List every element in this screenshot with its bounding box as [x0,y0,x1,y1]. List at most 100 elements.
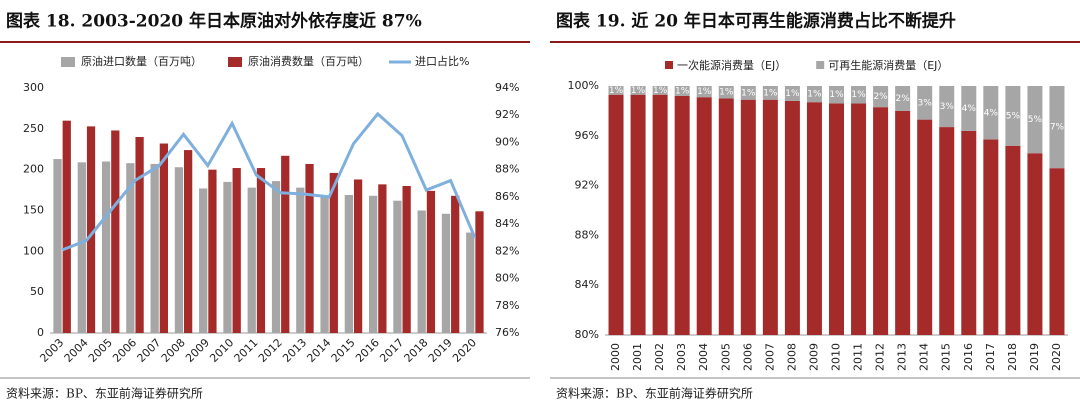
x-tick-label: 2011 [852,343,865,371]
bar [320,195,329,333]
bar [806,102,822,335]
x-tick-label: 2003 [675,343,688,371]
bar [417,210,426,333]
bar-value-label: 3% [940,102,955,112]
x-tick-label: 2001 [631,343,644,371]
bar [1049,86,1065,169]
x-tick-label: 2010 [207,336,236,365]
bar [296,187,305,333]
bar [873,107,889,335]
y-tick-label: 300 [23,81,44,94]
y2-tick-label: 84% [495,217,519,230]
x-tick-label: 2020 [1050,343,1063,371]
bar [784,100,800,335]
y-tick-label: 0 [37,326,44,339]
y2-tick-label: 80% [495,272,519,285]
x-tick-label: 2004 [697,343,710,371]
bar [718,98,734,335]
y2-tick-label: 78% [495,299,519,312]
bar-value-label: 1% [807,90,822,100]
bar [281,155,290,333]
x-tick-label: 2011 [232,336,261,365]
x-tick-label: 2005 [86,336,115,365]
chart-title: 图表 19. 近 20 年日本可再生能源消费占比不断提升 [556,11,956,32]
x-tick-label: 2016 [962,343,975,371]
bar [232,168,241,333]
y2-tick-label: 88% [495,163,519,176]
bar [917,119,933,336]
y2-tick-label: 82% [495,244,519,257]
y-tick-label: 150 [23,204,44,217]
legend-label: 进口占比% [415,54,469,68]
bar [184,150,193,333]
bar-value-label: 1% [719,88,734,98]
bar-value-label: 7% [1050,123,1065,133]
bar [77,162,86,333]
x-tick-label: 2012 [256,336,285,365]
x-tick-label: 2014 [304,336,333,365]
bar [762,99,778,335]
bar-value-label: 1% [741,88,756,98]
bar [652,94,668,335]
x-tick-label: 2019 [426,336,455,365]
bar [1027,153,1043,335]
bar-value-label: 2% [873,92,888,102]
line [61,111,477,252]
bar [475,211,484,333]
x-tick-label: 2017 [984,343,997,371]
bar [393,200,402,333]
x-tick-label: 2008 [159,336,188,365]
x-tick-label: 2010 [830,343,843,371]
bar-value-label: 2% [896,94,911,104]
x-tick-label: 2019 [1028,343,1041,371]
bar [630,86,646,95]
bar [353,179,363,333]
x-tick-label: 2018 [402,336,431,365]
legend-swatch [228,57,242,67]
bar [895,110,911,336]
bar [1005,86,1021,146]
y2-tick-label: 92% [495,108,519,121]
x-tick-label: 2009 [807,343,820,371]
bar [696,86,712,98]
bar [917,86,933,120]
x-tick-label: 2013 [280,336,309,365]
bar [305,163,314,333]
y-tick-label: 96% [575,129,599,142]
x-tick-label: 2007 [763,343,776,371]
x-tick-label: 2007 [135,336,164,365]
bar [1005,145,1021,335]
bar [983,86,999,140]
x-tick-label: 2015 [940,343,953,371]
bar-value-label: 5% [1028,115,1043,125]
bar [174,167,184,333]
bar [762,86,778,100]
bar-value-label: 1% [609,86,624,96]
y-tick-label: 80% [575,328,599,341]
legend-swatch [665,61,673,69]
bar-value-label: 1% [631,86,646,96]
bar [101,161,111,333]
bar [961,86,977,131]
bar-value-label: 5% [1006,111,1021,121]
bar [451,195,460,333]
bar [62,120,71,334]
bar-value-label: 1% [697,87,712,97]
bar [674,86,690,96]
x-tick-label: 2006 [741,343,754,371]
bar [208,169,217,333]
source: 资料来源：BP、东亚前海证券研究所 [556,386,753,401]
bar-value-label: 1% [653,86,668,96]
bar [939,127,955,336]
bar [344,194,353,333]
x-tick-label: 2003 [37,336,66,365]
legend-swatch [816,61,825,69]
x-tick-label: 2006 [110,336,139,365]
bar [829,103,844,336]
bar-value-label: 4% [984,108,999,118]
x-tick-label: 2002 [653,343,666,371]
legend-label: 一次能源消费量（EJ） [677,58,786,72]
bar [652,86,668,95]
bar [135,137,144,333]
